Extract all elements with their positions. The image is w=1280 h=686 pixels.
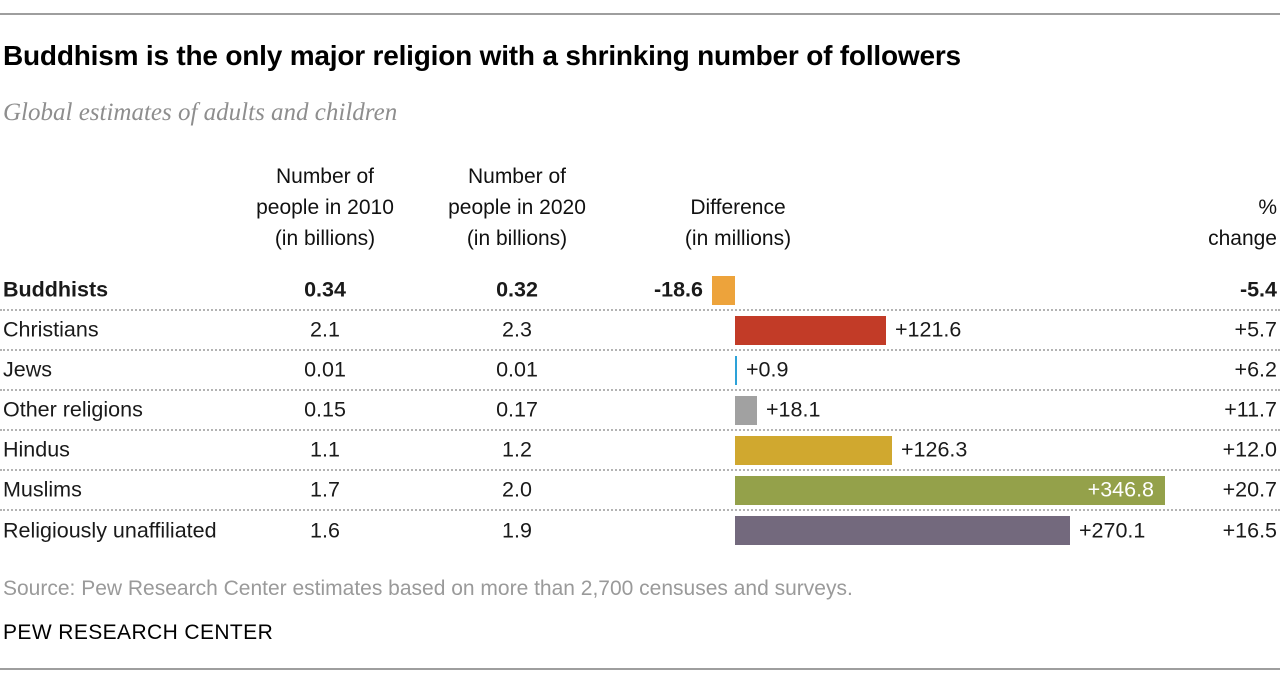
top-rule <box>0 13 1280 15</box>
difference-value-label: -18.6 <box>653 277 703 302</box>
table-row: Religiously unaffiliated 1.6 1.9 +16.5 +270.… <box>0 511 1280 551</box>
pct-change-value: -5.4 <box>1239 277 1277 302</box>
value-2010: 1.1 <box>310 437 340 462</box>
chart-title: Buddhism is the only major religion with… <box>3 40 961 71</box>
table-row: Buddhists 0.34 0.32 -5.4 -18.6 <box>0 271 1280 311</box>
value-2010: 0.34 <box>304 277 346 302</box>
pct-change-value: +16.5 <box>1222 518 1277 543</box>
column-header-line: Number of <box>275 165 375 188</box>
difference-value-label: +0.9 <box>746 357 789 382</box>
difference-bar <box>735 516 1070 545</box>
difference-value-label: +270.1 <box>1079 518 1146 543</box>
table-row: Other religions 0.15 0.17 +11.7 +18.1 <box>0 391 1280 431</box>
table-row: Jews 0.01 0.01 +6.2 +0.9 <box>0 351 1280 391</box>
column-header-2010: Number of people in 2010 (in billions) <box>225 161 425 254</box>
pct-change-value: +20.7 <box>1222 477 1277 502</box>
value-2020: 1.9 <box>502 518 532 543</box>
table-rows: Buddhists 0.34 0.32 -5.4 -18.6 Christians 2.1 2… <box>0 271 1280 551</box>
value-2020: 0.01 <box>496 357 538 382</box>
row-label: Christians <box>3 317 99 342</box>
value-2010: 1.7 <box>310 477 340 502</box>
value-2020: 0.32 <box>496 277 538 302</box>
difference-value-label: +126.3 <box>901 437 968 462</box>
difference-bar <box>735 356 737 385</box>
value-2010: 0.01 <box>304 357 346 382</box>
table-row: Hindus 1.1 1.2 +12.0 +126.3 <box>0 431 1280 471</box>
column-header-line: people in 2020 <box>448 196 586 219</box>
row-label: Buddhists <box>3 277 109 302</box>
difference-bar <box>735 316 886 345</box>
pct-change-value: +6.2 <box>1234 357 1277 382</box>
difference-bar <box>735 476 1165 505</box>
pew-research-center-wordmark: PEW RESEARCH CENTER <box>3 621 274 644</box>
pct-change-value: +11.7 <box>1224 397 1277 422</box>
value-2020: 0.17 <box>496 397 538 422</box>
value-2020: 2.3 <box>502 317 532 342</box>
table-row: Christians 2.1 2.3 +5.7 +121.6 <box>0 311 1280 351</box>
difference-bar <box>712 276 735 305</box>
value-2020: 1.2 <box>502 437 532 462</box>
column-header-line: Number of <box>467 165 567 188</box>
bottom-rule <box>0 668 1280 670</box>
difference-value-label: +346.8 <box>1087 477 1154 502</box>
value-2010: 0.15 <box>304 397 346 422</box>
row-label: Other religions <box>3 397 143 422</box>
row-label: Muslims <box>3 477 82 502</box>
chart-subtitle: Global estimates of adults and children <box>3 99 398 126</box>
column-header-line: Difference <box>690 196 786 219</box>
row-label: Religiously unaffiliated <box>3 518 217 543</box>
column-header-line: people in 2010 <box>256 196 394 219</box>
column-header-difference: Difference (in millions) <box>638 192 838 254</box>
value-2010: 2.1 <box>310 317 340 342</box>
column-header-2020: Number of people in 2020 (in billions) <box>417 161 617 254</box>
column-header-line: (in billions) <box>274 227 376 250</box>
row-label: Hindus <box>3 437 70 462</box>
pct-change-value: +5.7 <box>1234 317 1277 342</box>
difference-value-label: +121.6 <box>895 317 962 342</box>
difference-bar <box>735 396 757 425</box>
difference-value-label: +18.1 <box>766 397 821 422</box>
column-headers: Number of people in 2010 (in billions) N… <box>0 163 1280 256</box>
column-header-line: (in millions) <box>684 227 792 250</box>
source-note: Source: Pew Research Center estimates ba… <box>3 577 853 600</box>
table-row: Muslims 1.7 2.0 +20.7 +346.8 <box>0 471 1280 511</box>
column-header-pct-change: % change <box>1137 192 1277 254</box>
value-2020: 2.0 <box>502 477 532 502</box>
column-header-line: change <box>1208 227 1277 250</box>
difference-bar <box>735 436 892 465</box>
column-header-line: % <box>1258 196 1277 219</box>
pct-change-value: +12.0 <box>1222 437 1277 462</box>
row-label: Jews <box>3 357 52 382</box>
value-2010: 1.6 <box>310 518 340 543</box>
column-header-line: (in billions) <box>466 227 568 250</box>
